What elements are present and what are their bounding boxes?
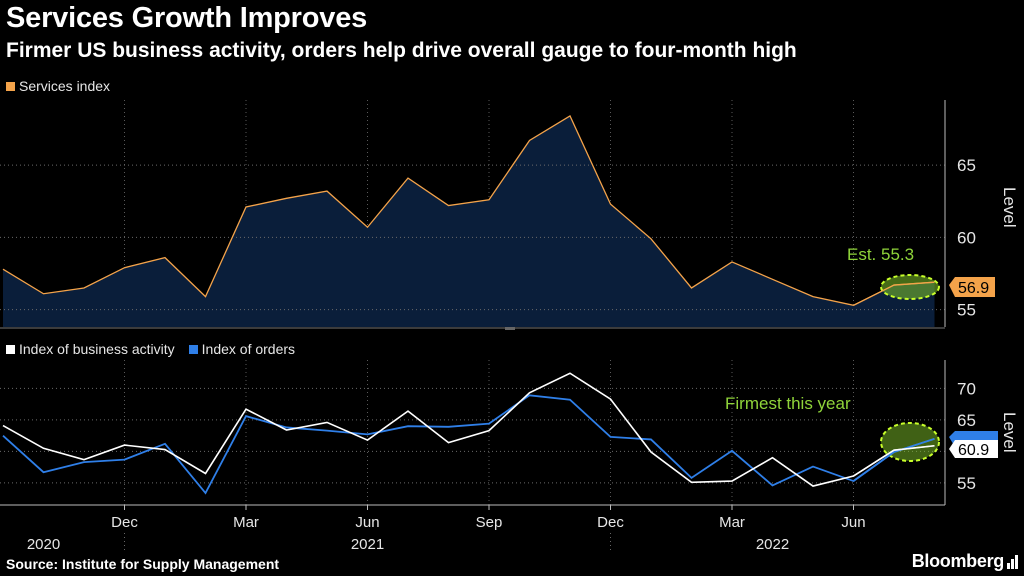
x-tick-label-4: Dec [597, 514, 624, 531]
orders-line [2, 394, 935, 495]
x-tick-label-0: Dec [111, 514, 138, 531]
legend-label-services: Services index [19, 78, 111, 94]
x-tick-label-5: Mar [719, 514, 745, 531]
services-line-highlight [853, 281, 935, 306]
year-label-2020: 2020 [27, 536, 60, 553]
legend-label-activity: Index of business activity [19, 341, 175, 357]
panel-separator-handle [505, 327, 515, 330]
year-label-2022: 2022 [756, 536, 789, 553]
source-note: Source: Institute for Supply Management [6, 556, 280, 572]
activity-line [2, 372, 935, 487]
activity-last-value-box [949, 440, 998, 458]
services-line [2, 114, 935, 306]
chart-title: Services Growth Improves [6, 2, 368, 34]
activity-last-value: 60.9 [958, 442, 989, 459]
top-ytick-65: 65 [957, 156, 976, 175]
top-highlight-ellipse [880, 274, 940, 300]
x-tick-label-3: Sep [476, 514, 503, 531]
top-ytick-55: 55 [957, 301, 976, 320]
legend-services: Services index [6, 78, 110, 94]
services-last-value: 56.9 [958, 280, 989, 297]
legend-activity: Index of business activity [6, 341, 175, 357]
top-annotation: Est. 55.3 [847, 245, 914, 264]
bottom-ytick-55: 55 [957, 474, 976, 493]
top-ylabel: Level [1000, 187, 1019, 228]
x-tick-label-2: Jun [355, 514, 379, 531]
x-tick-label-6: Jun [841, 514, 865, 531]
bottom-annotation: Firmest this year [725, 394, 851, 413]
year-label-2021: 2021 [351, 536, 384, 553]
legend-orders: Index of orders [188, 341, 296, 357]
bottom-ylabel: Level [1000, 412, 1019, 453]
legend-label-orders: Index of orders [201, 341, 296, 357]
bottom-ytick-70: 70 [957, 379, 976, 398]
brand-logo: Bloomberg [912, 551, 1018, 572]
bar-chart-icon [1007, 554, 1018, 569]
activity-line-highlight [853, 444, 935, 477]
services-last-value-box [949, 277, 995, 297]
brand-name: Bloomberg [911, 551, 1005, 571]
legend-swatch-activity [6, 344, 15, 354]
top-legend: Services index [6, 78, 110, 94]
bottom-legend: Index of business activity Index of orde… [6, 341, 295, 357]
chart-subtitle: Firmer US business activity, orders help… [6, 39, 797, 62]
top-ytick-60: 60 [957, 228, 976, 247]
bottom-ytick-65: 65 [957, 411, 976, 430]
legend-swatch-services [6, 81, 15, 91]
x-tick-label-1: Mar [233, 514, 259, 531]
services-area [3, 115, 935, 328]
orders-line-highlight [852, 437, 935, 482]
legend-swatch-orders [188, 344, 198, 354]
